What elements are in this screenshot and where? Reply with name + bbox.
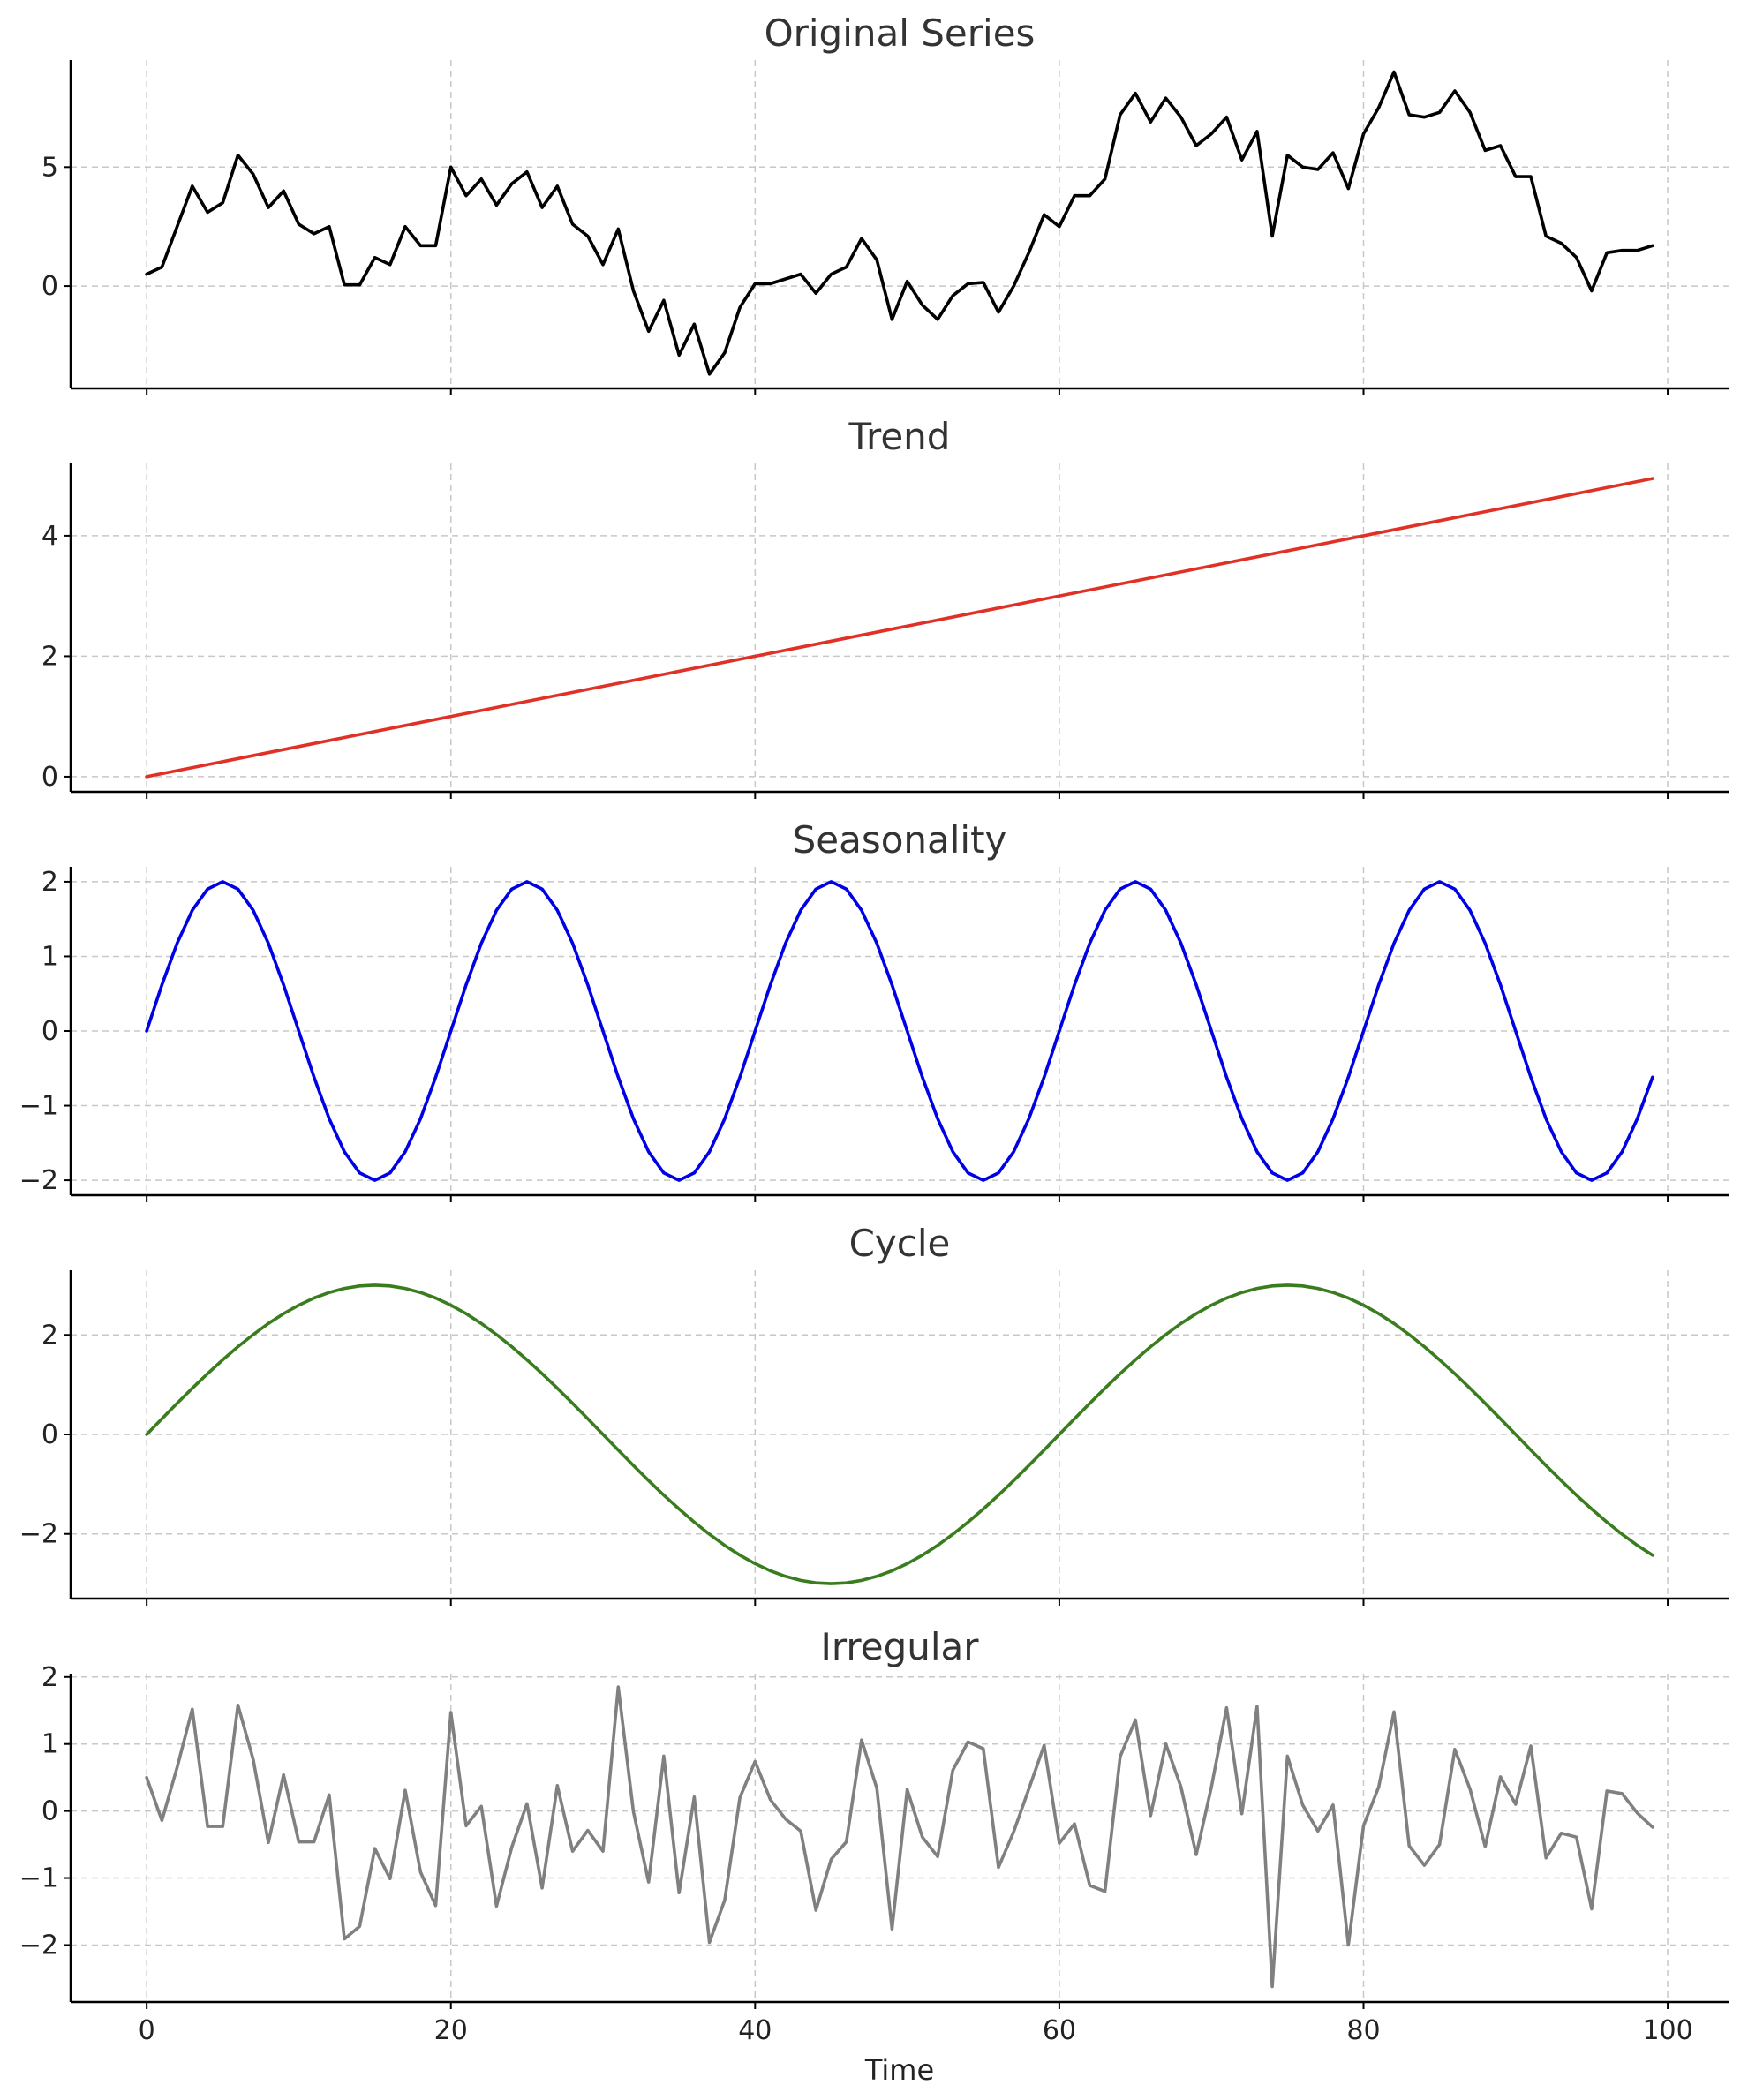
x-tick-label: 60 xyxy=(1043,2015,1076,2046)
y-tick-label: 1 xyxy=(41,1729,58,1760)
y-tick-label: 0 xyxy=(41,1016,58,1047)
subplot-title-cycle: Cycle xyxy=(849,1222,951,1265)
subplot-title-seasonality: Seasonality xyxy=(793,818,1007,862)
y-tick-label: −1 xyxy=(19,1091,58,1122)
subplot-seasonality: Seasonality −2 −1 0 1 2 xyxy=(19,818,1729,1202)
y-tick-label: 2 xyxy=(41,641,58,672)
series-line-trend xyxy=(145,477,1654,779)
y-tick-label: 5 xyxy=(41,152,58,183)
y-tick-label: 2 xyxy=(41,867,58,898)
subplot-panels: Original Series 0 5 Trend 0 2 4 Seasonality −2 −1… xyxy=(19,11,1729,2087)
x-axis-label: Time xyxy=(864,2053,934,2087)
y-tick-label: −2 xyxy=(19,1165,58,1196)
y-tick-label: 1 xyxy=(41,941,58,972)
y-tick-label: −1 xyxy=(19,1863,58,1894)
subplot-title-original-series: Original Series xyxy=(765,11,1036,55)
y-tick-label: 4 xyxy=(41,521,58,552)
y-tick-label: 0 xyxy=(41,1796,58,1827)
subplot-original-series: Original Series 0 5 xyxy=(41,11,1729,395)
series-line-cycle xyxy=(145,1283,1654,1585)
y-tick-label: 2 xyxy=(41,1662,58,1693)
series-line-seasonality xyxy=(145,880,1654,1182)
subplot-cycle: Cycle −2 0 2 xyxy=(19,1222,1729,1606)
y-tick-label: 0 xyxy=(41,271,58,302)
y-tick-label: 2 xyxy=(41,1320,58,1351)
x-tick-label: 20 xyxy=(434,2015,468,2046)
x-tick-label: 80 xyxy=(1346,2015,1380,2046)
y-tick-label: −2 xyxy=(19,1519,58,1550)
x-tick-label: 0 xyxy=(139,2015,155,2046)
series-line-original-series xyxy=(145,70,1654,376)
subplot-title-trend: Trend xyxy=(848,415,951,458)
subplot-trend: Trend 0 2 4 xyxy=(41,415,1729,799)
y-tick-label: 0 xyxy=(41,1419,58,1450)
x-tick-label: 40 xyxy=(738,2015,772,2046)
subplot-title-irregular: Irregular xyxy=(820,1625,979,1668)
y-tick-label: 0 xyxy=(41,762,58,793)
x-tick-label: 100 xyxy=(1642,2015,1692,2046)
y-tick-label: −2 xyxy=(19,1930,58,1961)
series-line-irregular xyxy=(145,1685,1654,1989)
